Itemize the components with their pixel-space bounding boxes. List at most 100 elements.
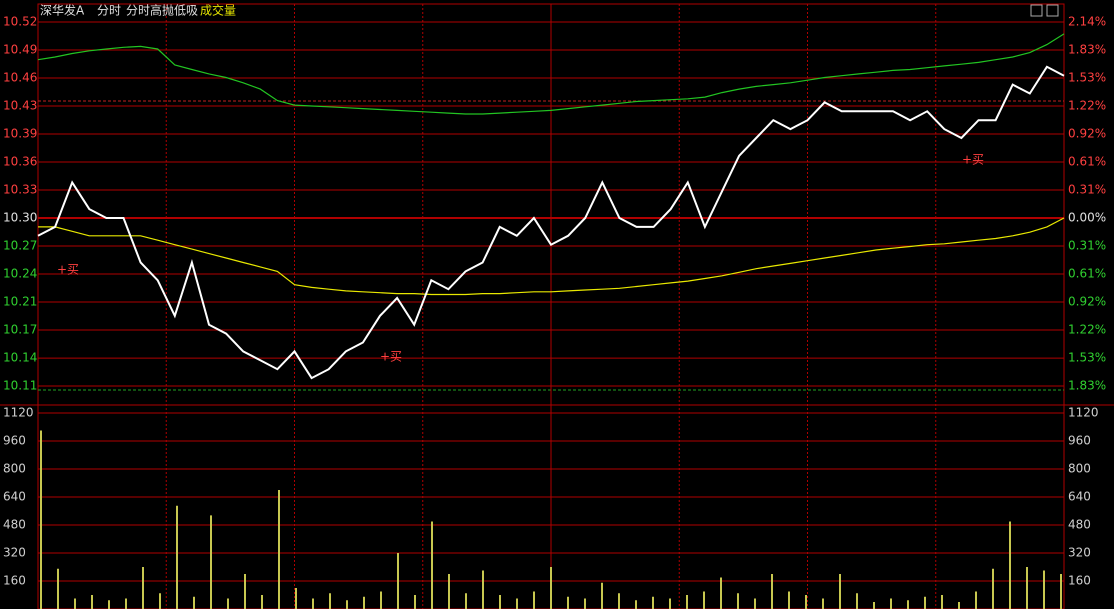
volume-bar <box>91 595 93 609</box>
zoom-button[interactable] <box>1030 4 1043 17</box>
volume-bar <box>618 593 620 609</box>
y-tick-label: 800 <box>3 462 26 476</box>
y-tick-label: 10.46 <box>3 70 37 84</box>
y2-tick-label: 480 <box>1068 518 1091 532</box>
volume-bar <box>227 598 229 609</box>
volume-bar <box>125 598 127 609</box>
y2-tick-label: 0.92% <box>1068 127 1106 141</box>
tab[interactable]: 成交量 <box>200 3 236 18</box>
volume-bar <box>57 568 59 609</box>
volume-bar <box>873 602 875 609</box>
y2-tick-label: 0.61% <box>1068 266 1106 280</box>
y2-tick-label: 1.53% <box>1068 351 1106 365</box>
y2-tick-label: 640 <box>1068 490 1091 504</box>
volume-bar <box>363 596 365 609</box>
volume-bar <box>839 574 841 609</box>
volume-bar <box>40 430 42 609</box>
volume-bar <box>652 596 654 609</box>
y-tick-label: 10.14 <box>3 351 37 365</box>
y2-tick-label: 160 <box>1068 574 1091 588</box>
volume-bar <box>788 591 790 609</box>
volume-bar <box>431 521 433 609</box>
y2-tick-label: 0.92% <box>1068 295 1106 309</box>
volume-bar <box>142 567 144 609</box>
volume-bar <box>1060 574 1062 609</box>
y2-tick-label: 800 <box>1068 462 1091 476</box>
y2-tick-label: 1.53% <box>1068 70 1106 84</box>
volume-bar <box>737 593 739 609</box>
y2-tick-label: 1.83% <box>1068 379 1106 393</box>
tab[interactable]: 分时高抛低吸 <box>126 3 198 18</box>
y-tick-label: 10.27 <box>3 239 37 253</box>
volume-bar <box>941 595 943 609</box>
volume-bar <box>669 598 671 609</box>
buy-signal: +买 <box>380 350 402 364</box>
volume-bar <box>159 593 161 609</box>
volume-bar <box>397 553 399 609</box>
volume-bar <box>601 582 603 609</box>
y-tick-label: 1120 <box>3 406 34 420</box>
volume-bar <box>465 593 467 609</box>
y2-tick-label: 0.00% <box>1068 211 1106 225</box>
y2-tick-label: 1.22% <box>1068 98 1106 112</box>
price-line <box>37 65 1065 380</box>
y-tick-label: 10.21 <box>3 295 37 309</box>
volume-bar <box>975 591 977 609</box>
volume-bar <box>346 600 348 609</box>
y-tick-label: 10.43 <box>3 98 37 112</box>
volume-bar <box>550 567 552 609</box>
y-tick-label: 320 <box>3 546 26 560</box>
buy-signal: +买 <box>57 263 79 277</box>
volume-bar <box>686 595 688 609</box>
y2-tick-label: 960 <box>1068 434 1091 448</box>
y-tick-label: 10.52 <box>3 15 37 29</box>
tab[interactable]: 分时 <box>97 4 121 18</box>
y2-tick-label: 1.83% <box>1068 43 1106 57</box>
volume-bar <box>992 568 994 609</box>
volume-bar <box>176 505 178 609</box>
buy-signal: +买 <box>962 153 984 167</box>
volume-bar <box>907 600 909 609</box>
volume-bar <box>822 598 824 609</box>
y-tick-label: 10.49 <box>3 43 37 57</box>
volume-bar <box>499 595 501 609</box>
y2-tick-label: 0.31% <box>1068 182 1106 196</box>
y-tick-label: 10.11 <box>3 379 37 393</box>
volume-bar <box>890 598 892 609</box>
volume-bar <box>108 600 110 609</box>
y2-tick-label: 0.31% <box>1068 239 1106 253</box>
volume-bar <box>1043 570 1045 609</box>
volume-bar <box>295 588 297 609</box>
volume-bar <box>380 591 382 609</box>
volume-bar <box>584 598 586 609</box>
price-line <box>37 33 1065 115</box>
y-tick-label: 10.17 <box>3 323 37 337</box>
volume-bar <box>414 595 416 609</box>
y-tick-label: 10.33 <box>3 182 37 196</box>
volume-bar <box>720 577 722 609</box>
volume-bar <box>703 591 705 609</box>
volume-bar <box>958 602 960 609</box>
volume-bar <box>244 574 246 609</box>
volume-bar <box>261 595 263 609</box>
volume-bar <box>329 593 331 609</box>
y-tick-label: 960 <box>3 434 26 448</box>
volume-bar <box>193 596 195 609</box>
y2-tick-label: 1120 <box>1068 406 1099 420</box>
volume-bar <box>533 591 535 609</box>
settings-button[interactable] <box>1046 4 1059 17</box>
volume-bar <box>771 574 773 609</box>
y-tick-label: 480 <box>3 518 26 532</box>
y2-tick-label: 2.14% <box>1068 15 1106 29</box>
volume-bar <box>74 598 76 609</box>
volume-bar <box>278 490 280 609</box>
volume-bar <box>210 515 212 609</box>
volume-bar <box>1009 521 1011 609</box>
y2-tick-label: 320 <box>1068 546 1091 560</box>
volume-bar <box>924 596 926 609</box>
volume-bar <box>482 570 484 609</box>
y2-tick-label: 0.61% <box>1068 155 1106 169</box>
